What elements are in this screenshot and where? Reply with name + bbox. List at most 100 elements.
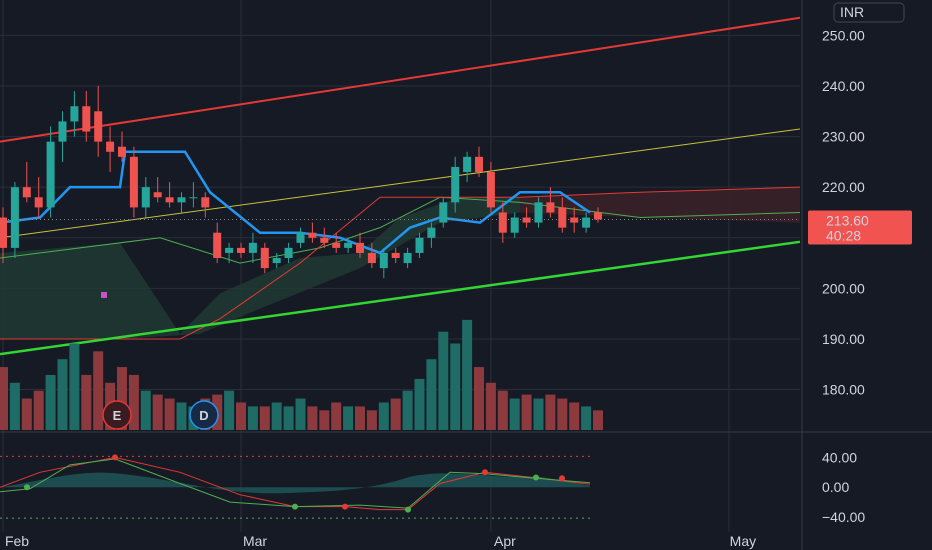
- crossover-dot: [292, 503, 298, 510]
- osc-tick-label: 40.00: [822, 449, 857, 465]
- y-tick-label: 180.00: [822, 382, 865, 398]
- candle-body[interactable]: [94, 111, 103, 142]
- lower-channel-line[interactable]: [0, 240, 801, 356]
- candle-body[interactable]: [403, 252, 412, 264]
- candle-body[interactable]: [22, 187, 31, 198]
- volume-bar: [426, 359, 437, 430]
- volume-bar: [319, 410, 330, 430]
- middle-channel-line[interactable]: [0, 128, 801, 239]
- dividend-marker-label: D: [199, 408, 208, 423]
- volume-bar: [283, 406, 294, 430]
- candle-body[interactable]: [237, 247, 245, 253]
- dividend-marker[interactable]: [189, 400, 219, 430]
- volume-bar: [438, 331, 449, 430]
- candle-body[interactable]: [272, 258, 281, 264]
- osc-tick-label: −40.00: [822, 509, 865, 525]
- crossover-dot: [482, 469, 488, 476]
- candle-body[interactable]: [165, 197, 174, 203]
- candle-body[interactable]: [248, 242, 257, 253]
- crossover-dot: [24, 484, 30, 491]
- candle-body[interactable]: [225, 247, 234, 253]
- candle-body[interactable]: [284, 247, 293, 258]
- volume-bar: [176, 402, 187, 430]
- candle-body[interactable]: [558, 207, 567, 228]
- candle-body[interactable]: [118, 146, 126, 157]
- candle-body[interactable]: [58, 121, 67, 142]
- candle-body[interactable]: [320, 237, 329, 243]
- volume-bar: [593, 410, 603, 430]
- earnings-marker[interactable]: [102, 400, 132, 430]
- volume-bar: [390, 398, 401, 430]
- signal-marker: [101, 292, 107, 298]
- candle-body[interactable]: [308, 232, 317, 238]
- volume-bar: [569, 402, 580, 430]
- candle-body[interactable]: [415, 237, 424, 253]
- candle-body[interactable]: [439, 202, 448, 223]
- candle-body[interactable]: [296, 232, 305, 243]
- volume-bar: [545, 394, 556, 430]
- candle-body[interactable]: [177, 197, 186, 203]
- candle-body[interactable]: [260, 247, 269, 269]
- candle-body[interactable]: [344, 242, 353, 248]
- y-tick-label: 200.00: [822, 280, 865, 296]
- candle-body[interactable]: [594, 212, 602, 220]
- currency-badge[interactable]: [833, 2, 905, 23]
- candle-body[interactable]: [356, 242, 364, 253]
- last-price-value: 213.60: [826, 213, 869, 229]
- candle-body[interactable]: [546, 202, 555, 213]
- candle-body[interactable]: [141, 187, 150, 208]
- candle-body[interactable]: [201, 197, 210, 208]
- candle-body[interactable]: [463, 156, 472, 172]
- volume-bar: [378, 402, 389, 430]
- candle-body[interactable]: [129, 156, 138, 208]
- candle-body[interactable]: [427, 227, 436, 238]
- earnings-marker-label: E: [113, 408, 122, 423]
- candle-body[interactable]: [570, 217, 579, 223]
- volume-bar: [497, 390, 508, 430]
- y-tick-label: 190.00: [822, 331, 865, 347]
- candle-body[interactable]: [522, 217, 531, 223]
- y-tick-label: 240.00: [822, 78, 865, 94]
- y-tick-label: 250.00: [822, 27, 865, 43]
- y-tick-label: 220.00: [822, 179, 865, 195]
- crossover-dot: [405, 506, 411, 513]
- volume-bar: [450, 343, 461, 430]
- candle-body[interactable]: [46, 141, 55, 208]
- candle-body[interactable]: [82, 106, 91, 132]
- candle-body[interactable]: [367, 252, 376, 264]
- x-tick-label: Mar: [243, 533, 267, 549]
- volume-bar: [331, 402, 342, 430]
- ichimoku-cloud-red: [520, 187, 800, 223]
- x-tick-label: Apr: [494, 533, 516, 549]
- candle-body[interactable]: [475, 156, 483, 172]
- candle-body[interactable]: [10, 187, 19, 248]
- candle-body[interactable]: [534, 202, 543, 223]
- last-price-badge: [808, 210, 912, 245]
- candle-body[interactable]: [582, 217, 591, 228]
- candle-body[interactable]: [153, 192, 162, 198]
- candle-body[interactable]: [391, 252, 400, 258]
- x-tick-label: Feb: [5, 533, 29, 549]
- candle-body[interactable]: [332, 242, 341, 248]
- candle-body[interactable]: [510, 217, 519, 233]
- x-tick-label: May: [730, 533, 756, 549]
- volume-bar: [81, 374, 92, 430]
- candle-body[interactable]: [189, 197, 198, 199]
- volume-bar: [533, 398, 544, 430]
- candle-body[interactable]: [498, 212, 507, 233]
- candle-body[interactable]: [106, 141, 115, 152]
- candle-body[interactable]: [451, 166, 460, 203]
- candle-body[interactable]: [213, 232, 222, 258]
- candle-body[interactable]: [486, 172, 495, 208]
- bar-countdown: 40:28: [826, 228, 861, 244]
- candle-body[interactable]: [379, 252, 388, 269]
- volume-bar: [117, 367, 127, 430]
- candle-body[interactable]: [0, 217, 7, 248]
- upper-channel-line[interactable]: [0, 16, 801, 143]
- candle-body[interactable]: [34, 197, 43, 208]
- candle-body[interactable]: [70, 106, 79, 122]
- ichimoku-cloud-green: [0, 197, 520, 339]
- volume-bar: [93, 351, 104, 430]
- osc-tick-label: 0.00: [822, 479, 849, 495]
